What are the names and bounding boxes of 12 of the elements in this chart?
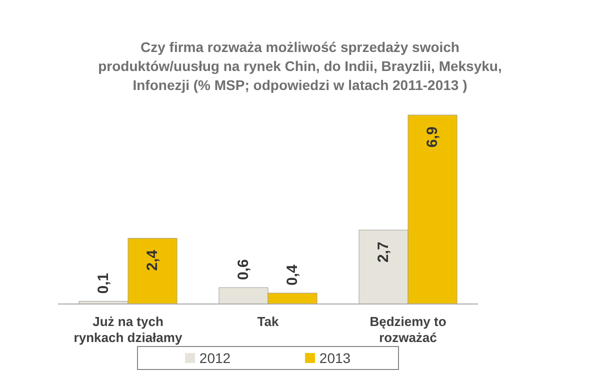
x-tick-label: Tak — [257, 314, 280, 329]
data-label: 0,1 — [95, 272, 112, 294]
data-label: 6,9 — [424, 126, 441, 148]
data-label: 0,6 — [235, 259, 252, 280]
x-tick-label: Już na tych rynkach działamy — [74, 314, 183, 345]
legend-label: 2013 — [318, 350, 351, 366]
data-label: 2,4 — [144, 249, 161, 271]
legend-label: 2012 — [198, 350, 231, 366]
data-label: 0,4 — [284, 264, 301, 286]
data-label: 2,7 — [375, 242, 392, 262]
chart-title: Czy firma rozważa możliwość sprzedaży swoich produktów/uusług na rynek Chin, do Indii, Brayzlii, Meksyku, Infonezji (% MSP; odpowiedzi w latach 2011-2013 ) — [97, 38, 503, 95]
x-tick-label: Będziemy to rozważać — [370, 314, 446, 345]
